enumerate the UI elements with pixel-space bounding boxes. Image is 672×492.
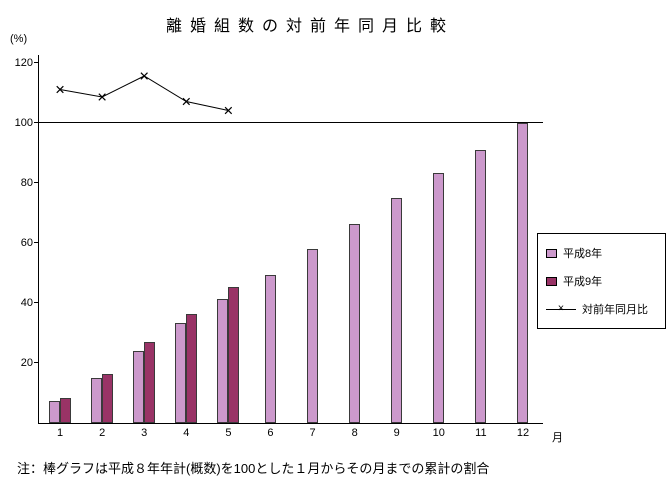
bar-heisei8 [133, 351, 145, 423]
footnote: 注：棒グラフは平成８年年計(概数)を100とした１月からその月までの累計の割合 [17, 461, 490, 476]
x-tick-label: 7 [309, 427, 316, 439]
legend-item: × 対前年同月比 [546, 301, 657, 317]
bar-heisei8 [517, 123, 529, 423]
bar-heisei8 [91, 378, 103, 423]
y-tick-label: 40 [20, 297, 33, 309]
x-axis-unit-label: 月 [552, 432, 563, 444]
bar-heisei9 [60, 397, 72, 423]
legend-label: 平成8年 [563, 248, 603, 260]
legend: 平成8年平成9年 × 対前年同月比 [537, 233, 666, 329]
x-tick-label: 1 [56, 427, 64, 439]
bar-heisei8 [391, 198, 403, 423]
legend-swatch [546, 248, 557, 258]
bar-heisei8 [264, 274, 276, 423]
bar-heisei8 [475, 150, 487, 423]
bar-heisei8 [307, 249, 319, 423]
ratio-line-series [56, 72, 233, 115]
y-tick [34, 62, 39, 63]
bar-heisei8 [175, 322, 187, 423]
x-tick-label: 2 [99, 427, 106, 439]
bar-heisei9 [144, 342, 156, 423]
bar-heisei8 [49, 400, 61, 423]
y-tick-label: 20 [20, 357, 33, 369]
bar-heisei9 [186, 313, 198, 423]
x-tick-label: 5 [225, 427, 232, 439]
y-axis-unit-label: (%) [10, 33, 28, 45]
reference-line-100 [39, 122, 543, 123]
bar-heisei8 [217, 298, 229, 423]
x-tick-label: 10 [432, 427, 445, 439]
legend-label: 対前年同月比 [582, 304, 648, 316]
x-tick-label: 4 [183, 427, 190, 439]
legend-line-marker: × [546, 302, 576, 315]
x-tick-label: 6 [267, 427, 274, 439]
legend-line [546, 308, 576, 310]
y-tick-label: 120 [14, 57, 33, 69]
y-tick [34, 242, 39, 243]
plot-area: 20 40 60 80 100 120 1 2 3 4 5 6 7 8 9 10 11 12 [15, 55, 543, 439]
y-tick [34, 122, 39, 123]
y-tick-label: 60 [20, 237, 33, 249]
bar-heisei9 [228, 286, 240, 423]
legend-swatch [546, 276, 557, 286]
x-marker-icon: × [557, 302, 565, 314]
bar-heisei9 [102, 373, 114, 423]
legend-item: 平成8年 [546, 245, 657, 261]
bar-heisei8 [433, 172, 445, 423]
x-tick-label: 12 [516, 427, 530, 439]
bar-heisei8 [349, 223, 361, 423]
y-tick [34, 182, 39, 183]
x-tick-label: 8 [351, 427, 358, 439]
chart-title: 離婚組数の対前年同月比較 [165, 18, 454, 35]
legend-item: 平成9年 [546, 273, 657, 289]
y-tick-label: 80 [20, 177, 33, 189]
legend-label: 平成9年 [563, 276, 603, 288]
y-tick [34, 302, 39, 303]
y-tick [34, 362, 39, 363]
x-tick-label: 3 [141, 427, 148, 439]
y-tick-label: 100 [14, 117, 33, 129]
x-tick-label: 11 [475, 427, 487, 439]
x-tick-label: 9 [393, 427, 400, 439]
